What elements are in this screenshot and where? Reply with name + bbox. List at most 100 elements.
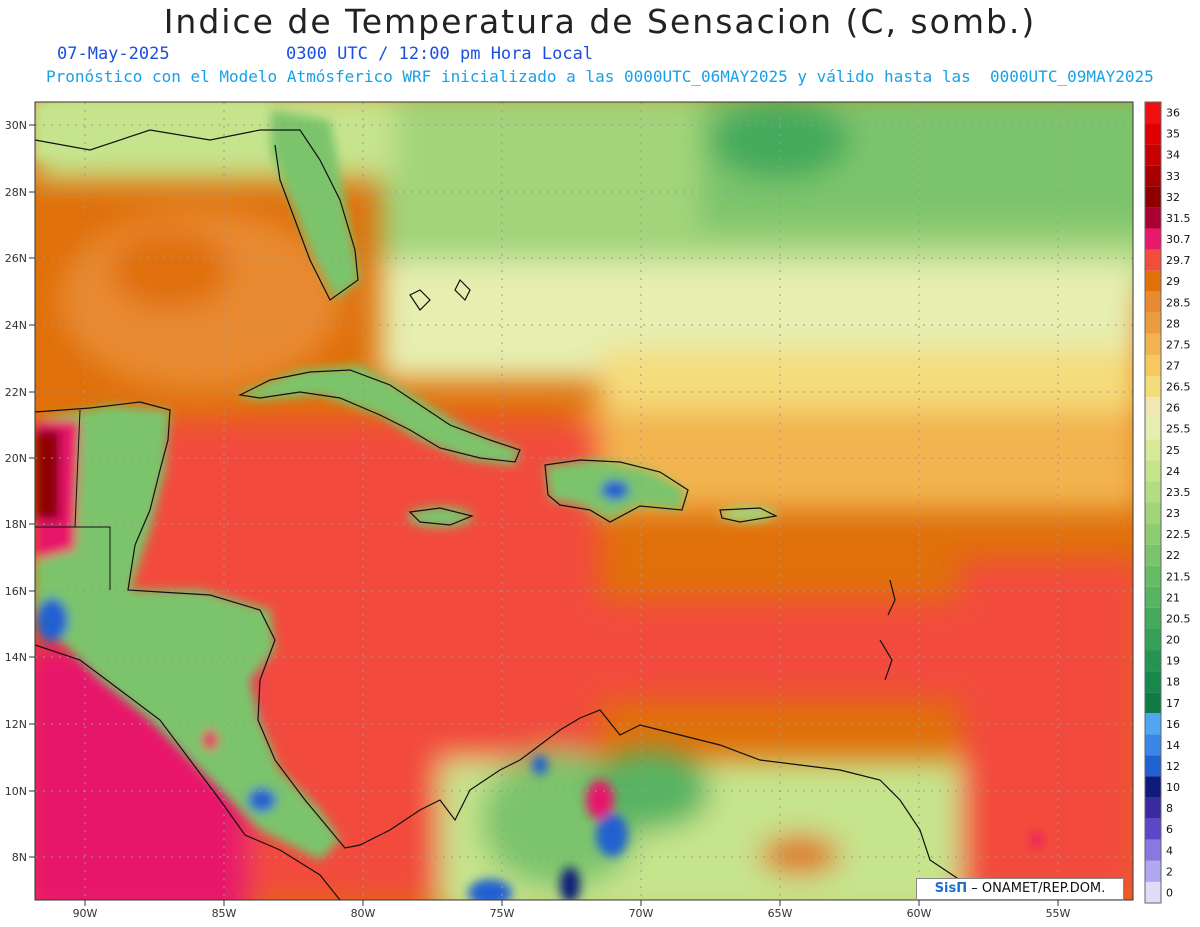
legend-swatch <box>1145 628 1161 651</box>
legend-swatch <box>1145 713 1161 735</box>
legend-label: 20 <box>1166 634 1180 647</box>
legend-label: 19 <box>1166 655 1180 668</box>
lat-ticks <box>29 124 35 858</box>
legend-swatch <box>1145 755 1161 777</box>
legend-label: 22.5 <box>1166 528 1191 541</box>
legend-label: 18 <box>1166 676 1180 689</box>
lon-label: 75W <box>490 907 515 920</box>
lon-label: 85W <box>212 907 237 920</box>
legend-label: 27 <box>1166 359 1180 372</box>
lat-label: 22N <box>5 386 27 399</box>
lat-label: 16N <box>5 585 27 598</box>
legend-label: 28 <box>1166 317 1180 330</box>
grid-lines <box>35 102 1133 900</box>
lat-axis-labels: 30N 28N 26N 24N 22N 20N 18N 16N 14N 12N … <box>5 119 27 864</box>
legend-label: 28.5 <box>1166 296 1191 309</box>
legend-label: 25 <box>1166 444 1180 457</box>
legend-swatch <box>1145 839 1161 861</box>
legend-label: 33 <box>1166 170 1180 183</box>
legend-swatch <box>1145 734 1161 756</box>
lat-label: 12N <box>5 718 27 731</box>
legend-swatch <box>1145 818 1161 840</box>
borders <box>35 409 111 590</box>
legend-swatch <box>1145 312 1161 334</box>
legend-label: 8 <box>1166 802 1173 815</box>
lat-label: 26N <box>5 252 27 265</box>
lat-label: 14N <box>5 651 27 664</box>
legend-label: 35 <box>1166 128 1180 141</box>
lat-label: 18N <box>5 518 27 531</box>
legend-swatch <box>1145 650 1161 672</box>
legend-swatch <box>1145 881 1161 903</box>
land-central-america <box>35 405 340 860</box>
legend-swatch <box>1145 291 1161 313</box>
legend-label: 23.5 <box>1166 486 1191 499</box>
credit-org: – ONAMET/REP.DOM. <box>971 881 1106 896</box>
legend-swatch <box>1145 776 1161 798</box>
lat-label: 20N <box>5 452 27 465</box>
legend-label: 17 <box>1166 697 1180 710</box>
lon-label: 90W <box>73 907 98 920</box>
legend-swatch <box>1145 165 1161 187</box>
legend-label: 26.5 <box>1166 381 1191 394</box>
legend-label: 30.7 <box>1166 233 1191 246</box>
color-legend: 363534333231.530.729.72928.52827.52726.5… <box>1144 101 1191 904</box>
legend-label: 21.5 <box>1166 570 1191 583</box>
lon-label: 70W <box>629 907 654 920</box>
legend-swatch <box>1145 144 1161 166</box>
legend-swatch <box>1145 102 1161 124</box>
legend-label: 31.5 <box>1166 212 1191 225</box>
lon-label: 55W <box>1046 907 1071 920</box>
lon-label: 80W <box>351 907 376 920</box>
map-frame <box>34 101 1134 901</box>
legend-swatch <box>1145 586 1161 608</box>
legend-swatch <box>1145 418 1161 440</box>
legend-label: 25.5 <box>1166 423 1191 436</box>
legend-label: 0 <box>1166 886 1173 899</box>
legend-label: 14 <box>1166 739 1180 752</box>
legend-label: 24 <box>1166 465 1180 478</box>
lon-label: 60W <box>907 907 932 920</box>
legend-label: 10 <box>1166 781 1180 794</box>
legend-label: 27.5 <box>1166 338 1191 351</box>
legend-swatch <box>1145 860 1161 882</box>
legend-swatch <box>1145 671 1161 693</box>
legend-label: 20.5 <box>1166 612 1191 625</box>
lat-label: 8N <box>12 851 27 864</box>
lat-label: 10N <box>5 785 27 798</box>
legend-label: 34 <box>1166 149 1180 162</box>
legend-swatch <box>1145 607 1161 629</box>
legend-swatch <box>1145 376 1161 398</box>
legend-label: 29.7 <box>1166 254 1191 267</box>
legend-swatch <box>1145 270 1161 292</box>
credit-box: SisΠ – ONAMET/REP.DOM. <box>916 878 1124 900</box>
forecast-time: 0300 UTC / 12:00 pm Hora Local <box>286 44 594 64</box>
legend-swatch <box>1145 397 1161 419</box>
legend-swatch <box>1145 354 1161 377</box>
legend-label: 23 <box>1166 507 1180 520</box>
legend-swatch <box>1145 523 1161 545</box>
sispi-logo: SisΠ <box>934 881 968 896</box>
legend-swatch <box>1145 333 1161 355</box>
temperature-field <box>35 102 1133 900</box>
legend-swatch <box>1145 481 1161 503</box>
map-title: Indice de Temperatura de Sensacion (C, s… <box>163 2 1037 41</box>
legend-swatch <box>1145 123 1161 145</box>
legend-label: 2 <box>1166 865 1173 878</box>
legend-label: 22 <box>1166 549 1180 562</box>
forecast-date: 07-May-2025 <box>57 44 170 64</box>
model-info: Pronóstico con el Modelo Atmósferico WRF… <box>46 67 1154 86</box>
lon-label: 65W <box>768 907 793 920</box>
legend-label: 32 <box>1166 191 1180 204</box>
legend-swatch <box>1145 565 1161 587</box>
legend-swatch <box>1145 460 1161 482</box>
legend-swatch <box>1145 502 1161 524</box>
legend-swatch <box>1145 228 1161 250</box>
legend-label: 12 <box>1166 760 1180 773</box>
lat-label: 30N <box>5 119 27 132</box>
legend-label: 6 <box>1166 823 1173 836</box>
legend-label: 4 <box>1166 844 1173 857</box>
legend-swatch <box>1145 439 1161 461</box>
legend-swatch <box>1145 544 1161 566</box>
